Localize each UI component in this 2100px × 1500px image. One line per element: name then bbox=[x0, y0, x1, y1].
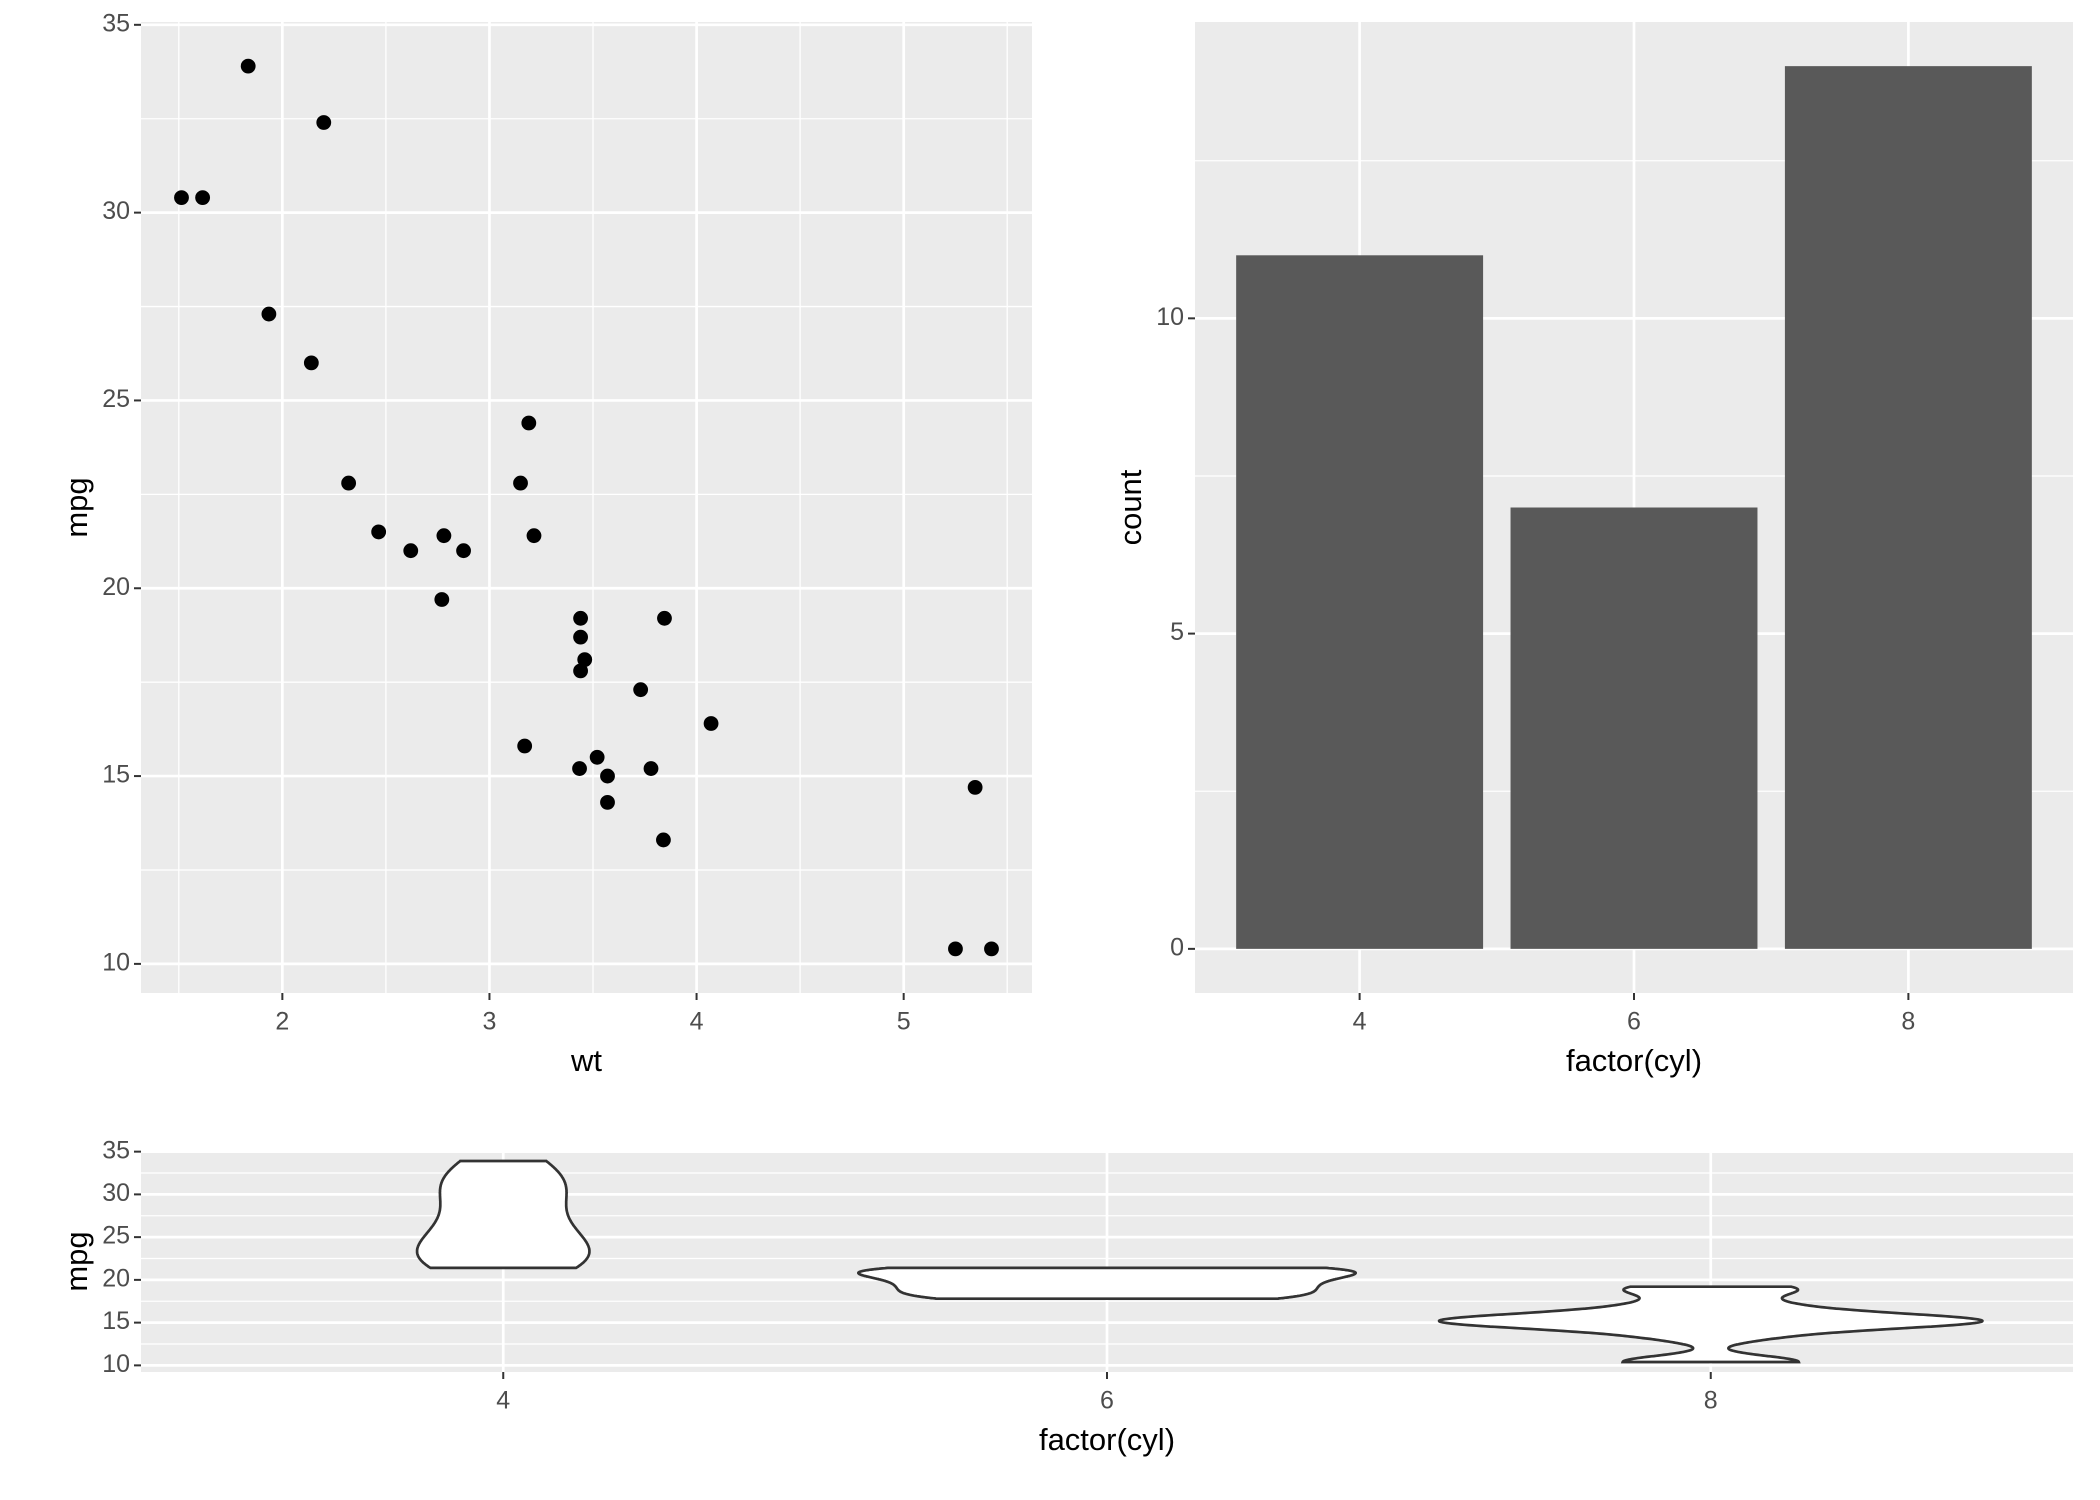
point bbox=[434, 592, 450, 607]
point bbox=[456, 543, 471, 559]
point bbox=[984, 941, 999, 957]
x-tick-label: 5 bbox=[897, 1008, 911, 1036]
x-tick-label: 3 bbox=[483, 1008, 497, 1036]
point bbox=[341, 475, 357, 491]
point bbox=[436, 528, 452, 544]
x-tick-label: 2 bbox=[275, 1008, 289, 1036]
point bbox=[657, 610, 672, 626]
x-axis-title: wt bbox=[570, 1043, 602, 1078]
panel-background bbox=[141, 22, 1032, 993]
point bbox=[573, 629, 588, 645]
point bbox=[371, 524, 387, 540]
point bbox=[403, 543, 419, 559]
point bbox=[174, 190, 189, 206]
y-axis-title: mpg bbox=[59, 477, 94, 537]
x-tick-label: 4 bbox=[496, 1387, 510, 1415]
point bbox=[600, 794, 615, 810]
point bbox=[656, 832, 671, 848]
y-tick-label: 15 bbox=[102, 1307, 130, 1335]
point bbox=[589, 749, 605, 765]
point bbox=[703, 716, 719, 731]
y-tick-label: 35 bbox=[102, 1136, 130, 1164]
y-tick-label: 5 bbox=[1170, 618, 1184, 646]
point bbox=[573, 610, 588, 626]
y-tick-label: 30 bbox=[102, 197, 130, 225]
y-tick-label: 10 bbox=[102, 948, 130, 976]
point bbox=[572, 761, 587, 776]
violin bbox=[1437, 1285, 1984, 1364]
point bbox=[643, 761, 659, 776]
point bbox=[316, 115, 332, 130]
y-tick-label: 25 bbox=[102, 1222, 130, 1250]
point bbox=[261, 306, 277, 322]
x-tick-label: 6 bbox=[1627, 1008, 1641, 1036]
violin bbox=[857, 1266, 1357, 1301]
y-axis-title: count bbox=[1113, 469, 1148, 545]
point bbox=[967, 779, 983, 795]
point bbox=[573, 663, 588, 679]
point bbox=[240, 58, 256, 74]
x-tick-label: 6 bbox=[1100, 1387, 1114, 1415]
point bbox=[526, 528, 542, 544]
x-tick-label: 4 bbox=[690, 1008, 704, 1036]
y-tick-label: 25 bbox=[102, 385, 130, 413]
point bbox=[600, 768, 615, 784]
y-tick-label: 0 bbox=[1170, 933, 1184, 961]
x-tick-label: 8 bbox=[1901, 1008, 1915, 1036]
y-tick-label: 15 bbox=[102, 761, 130, 789]
point bbox=[948, 941, 963, 957]
x-axis-title: factor(cyl) bbox=[1566, 1043, 1702, 1078]
x-axis-title: factor(cyl) bbox=[1039, 1422, 1175, 1457]
point bbox=[633, 682, 649, 698]
point bbox=[195, 190, 211, 206]
y-axis-title: mpg bbox=[59, 1231, 94, 1291]
y-tick-label: 10 bbox=[1156, 303, 1184, 331]
point bbox=[521, 415, 537, 431]
y-tick-label: 35 bbox=[102, 9, 130, 37]
violin bbox=[415, 1159, 591, 1270]
x-tick-label: 8 bbox=[1704, 1387, 1718, 1415]
point bbox=[513, 475, 528, 491]
point bbox=[303, 355, 319, 371]
y-tick-label: 30 bbox=[102, 1179, 130, 1207]
x-tick-label: 4 bbox=[1353, 1008, 1367, 1036]
y-tick-label: 10 bbox=[102, 1350, 130, 1378]
bar bbox=[1784, 66, 2032, 949]
y-tick-label: 20 bbox=[102, 1264, 130, 1292]
point bbox=[517, 738, 533, 754]
point bbox=[577, 652, 593, 668]
bar bbox=[1510, 507, 1758, 949]
bar bbox=[1236, 255, 1484, 949]
y-tick-label: 20 bbox=[102, 573, 130, 601]
